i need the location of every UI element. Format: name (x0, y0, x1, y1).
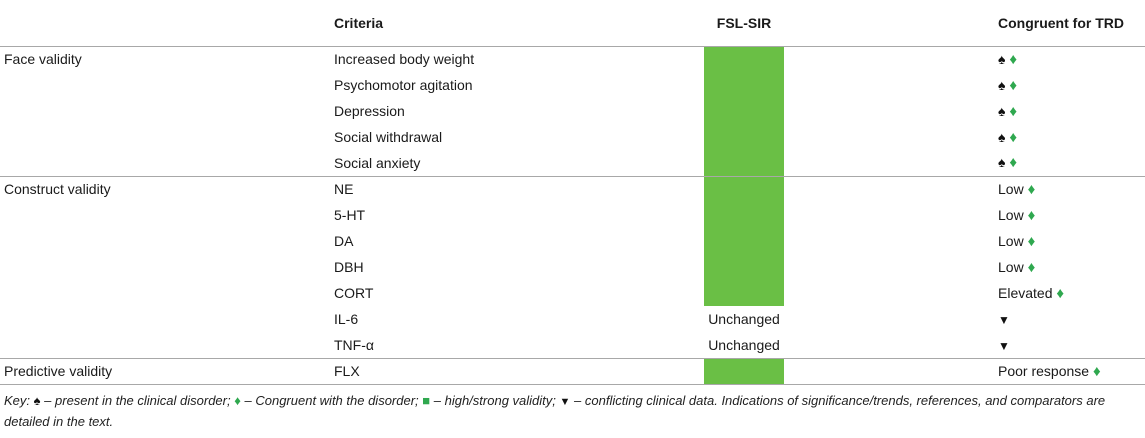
table-row: Face validity Increased body weight ♠ ♦ (0, 46, 1145, 72)
congruent-cell: Low ♦ (998, 206, 1036, 224)
diamond-icon: ♦ (1009, 154, 1017, 172)
table-row: Depression ♠ ♦ (0, 98, 1145, 124)
header-criteria: Criteria (334, 0, 704, 47)
diamond-icon: ♦ (1027, 258, 1036, 276)
criteria-cell: NE (334, 181, 354, 198)
triangle-down-icon: ▼ (559, 395, 571, 408)
congruent-cell: ♠ ♦ (998, 98, 1145, 124)
spade-icon: ♠ (998, 50, 1006, 67)
validity-high-cell (704, 228, 784, 254)
spade-icon: ♠ (33, 392, 41, 408)
diamond-icon: ♦ (1009, 128, 1017, 146)
criteria-cell: CORT (334, 285, 374, 301)
table-row: DBH Low ♦ (0, 254, 1145, 280)
table-row: IL-6 Unchanged ▼ (0, 306, 1145, 332)
table-row: 5-HT Low ♦ (0, 202, 1145, 228)
validity-high-cell (704, 280, 784, 306)
congruent-cell: ♠ ♦ (998, 46, 1145, 72)
validity-high-cell (704, 72, 784, 98)
congruent-cell: Elevated ♦ (998, 284, 1065, 302)
table-key-note: Key: ♠ – present in the clinical disorde… (4, 392, 1106, 429)
table-row: Social anxiety ♠ ♦ (0, 150, 1145, 177)
diamond-icon: ♦ (1092, 362, 1101, 380)
table-row: Construct validity NE Low ♦ (0, 176, 1145, 202)
category-label: Predictive validity (0, 358, 334, 385)
diamond-icon: ♦ (1009, 76, 1017, 94)
criteria-cell: Increased body weight (334, 51, 475, 68)
category-label: Construct validity (4, 181, 111, 198)
criteria-cell: DBH (334, 259, 364, 275)
criteria-cell: Social withdrawal (334, 129, 443, 145)
fsl-value-cell: Unchanged (704, 332, 784, 359)
congruent-cell: ♠ ♦ (998, 124, 1145, 150)
header-congruent: Congruent for TRD (998, 0, 1145, 47)
spade-icon: ♠ (998, 102, 1006, 119)
triangle-down-icon: ▼ (998, 313, 1010, 327)
diamond-icon: ♦ (1056, 284, 1065, 302)
triangle-down-icon: ▼ (998, 338, 1010, 353)
criteria-cell: 5-HT (334, 207, 366, 223)
criteria-cell: TNF-α (334, 332, 704, 359)
criteria-cell: FLX (334, 358, 704, 385)
validity-high-cell (704, 98, 784, 124)
table-row: TNF-α Unchanged ▼ (0, 332, 1145, 359)
diamond-icon: ♦ (1027, 232, 1036, 250)
fsl-value-cell: Unchanged (708, 311, 780, 327)
header-category (0, 0, 334, 47)
congruent-cell: ♠ ♦ (998, 150, 1145, 177)
validity-high-cell (704, 150, 784, 177)
green-square-icon: ■ (422, 392, 431, 408)
congruent-cell: Low ♦ (998, 232, 1036, 250)
spade-icon: ♠ (998, 128, 1006, 145)
diamond-icon: ♦ (1027, 180, 1036, 198)
validity-high-cell (704, 124, 784, 150)
table-row: Psychomotor agitation ♠ ♦ (0, 72, 1145, 98)
criteria-cell: Social anxiety (334, 150, 704, 177)
validity-high-cell (704, 358, 784, 385)
congruent-cell: ▼ (998, 306, 1145, 332)
table-row: DA Low ♦ (0, 228, 1145, 254)
category-label: Face validity (4, 51, 82, 68)
criteria-cell: IL-6 (334, 311, 359, 327)
congruent-cell: Low ♦ (998, 180, 1036, 198)
criteria-cell: DA (334, 233, 354, 249)
diamond-icon: ♦ (234, 392, 241, 408)
validity-high-cell (704, 46, 784, 72)
congruent-cell: ♠ ♦ (998, 72, 1145, 98)
validity-high-cell (704, 202, 784, 228)
table-row: CORT Elevated ♦ (0, 280, 1145, 306)
diamond-icon: ♦ (1009, 102, 1017, 120)
spade-icon: ♠ (998, 76, 1006, 93)
table-row: Social withdrawal ♠ ♦ (0, 124, 1145, 150)
validity-high-cell (704, 254, 784, 280)
validity-high-cell (704, 176, 784, 202)
spade-icon: ♠ (998, 154, 1006, 171)
criteria-cell: Depression (334, 103, 405, 119)
diamond-icon: ♦ (1027, 206, 1036, 224)
diamond-icon: ♦ (1009, 50, 1017, 68)
validity-table: Criteria FSL-SIR Congruent for TRD Face … (0, 0, 1145, 385)
header-row: Criteria FSL-SIR Congruent for TRD (0, 0, 1145, 47)
congruent-cell: Low ♦ (998, 258, 1036, 276)
criteria-cell: Psychomotor agitation (334, 77, 473, 93)
header-spacer (784, 0, 998, 47)
congruent-cell: ▼ (998, 332, 1145, 359)
congruent-cell: Poor response ♦ (998, 358, 1145, 385)
table-row: Predictive validity FLX Poor response ♦ (0, 358, 1145, 385)
header-fsl-sir: FSL-SIR (704, 0, 784, 47)
